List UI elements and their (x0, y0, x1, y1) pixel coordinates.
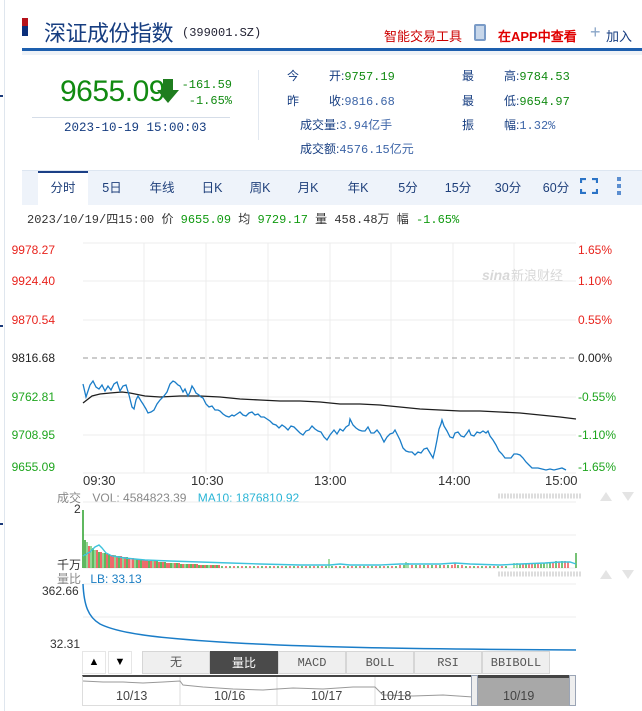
y-tick-right: -0.55% (578, 390, 617, 404)
quote-divider (32, 117, 230, 118)
panel-up-icon (600, 492, 612, 501)
tab-year-line[interactable]: 年线 (149, 181, 175, 195)
panel-down-button[interactable]: ▼ (108, 651, 132, 674)
stat-open: 今开:9757.19 (287, 69, 395, 84)
nav-date: 10/18 (380, 689, 412, 703)
title-flag-icon (22, 18, 28, 36)
down-arrow-icon (157, 79, 179, 103)
lb-panel-resizer[interactable] (498, 567, 642, 581)
x-tick: 15:00 (545, 473, 578, 488)
plus-icon[interactable]: + (590, 22, 601, 42)
current-price: 9655.09 (60, 75, 165, 108)
quote-time: 2023-10-19 15:00:03 (64, 121, 207, 135)
tab-daily-k[interactable]: 日K (201, 181, 223, 195)
more-options-icon[interactable] (616, 176, 622, 196)
x-tick: 14:00 (438, 473, 471, 488)
tab-15min[interactable]: 15分 (444, 181, 472, 195)
y-tick-left: 9978.27 (11, 243, 55, 257)
header-divider (22, 48, 642, 51)
tab-5day[interactable]: 5日 (102, 181, 122, 195)
tab-monthly-k[interactable]: 月K (297, 181, 319, 195)
quote-separator (258, 70, 259, 140)
volume-unit: 千万 (57, 558, 82, 572)
stat-amplitude: 振幅:1.32% (462, 118, 556, 133)
x-tick: 09:30 (83, 473, 116, 488)
tab-60min[interactable]: 60分 (542, 181, 570, 195)
y-tick-left: 9816.68 (11, 351, 55, 365)
y-tick-right: -1.65% (578, 460, 617, 474)
tab-30min[interactable]: 30分 (494, 181, 522, 195)
price-change: -161.59 -1.65% (180, 77, 232, 109)
header-divider-shadow (22, 51, 642, 55)
stat-turnover: 成交额:4576.15亿元 (300, 142, 414, 157)
fullscreen-icon[interactable] (580, 178, 598, 194)
panel-down-icon (622, 492, 634, 501)
nav-date: 10/17 (311, 689, 343, 703)
lb-y-bottom: 32.31 (50, 637, 81, 651)
navigator-right-handle[interactable] (569, 675, 576, 706)
nav-date-selected: 10/19 (503, 689, 535, 703)
phone-icon (474, 24, 486, 41)
nav-date: 10/13 (116, 689, 148, 703)
indicator-macd[interactable]: MACD (278, 651, 346, 674)
smart-trading-tool-link[interactable]: 智能交易工具 (384, 29, 463, 44)
volume-y-top: 2 (74, 502, 81, 516)
tab-weekly-k[interactable]: 周K (249, 181, 271, 195)
y-tick-right: -1.10% (578, 428, 617, 442)
change-value: -161.59 (181, 78, 232, 92)
stat-high: 最高:9784.53 (462, 69, 570, 84)
y-tick-left: 9708.95 (11, 428, 55, 442)
cursor-info-line: 2023/10/19/四15:00 价 9655.09 均 9729.17 量 … (27, 213, 460, 227)
add-watchlist-link[interactable]: 加入 (606, 29, 633, 44)
x-tick: 13:00 (314, 473, 347, 488)
lb-legend: 量比 LB: 33.13 (57, 572, 142, 586)
stat-volume: 成交量:3.94亿手 (300, 118, 393, 133)
y-tick-right: 0.00% (578, 351, 613, 365)
edge-marker (0, 523, 3, 525)
view-in-app-link[interactable]: 在APP中查看 (498, 29, 577, 44)
chart-period-tabs: 分时 5日 年线 日K 周K 月K 年K 5分 15分 30分 60分 (22, 170, 642, 206)
indicator-boll[interactable]: BOLL (346, 651, 414, 674)
tab-5min[interactable]: 5分 (398, 181, 418, 195)
stat-low: 最低:9654.97 (462, 94, 570, 109)
panel-up-button[interactable]: ▲ (82, 651, 106, 674)
indicator-bbiboll[interactable]: BBIBOLL (482, 651, 550, 674)
tab-intraday[interactable]: 分时 (38, 171, 88, 206)
y-tick-left: 9924.40 (11, 274, 55, 288)
y-tick-left: 9870.54 (11, 313, 55, 327)
navigator-selection[interactable]: 10/19 (478, 676, 570, 706)
tab-yearly-k[interactable]: 年K (347, 181, 369, 195)
navigator-left-handle[interactable] (471, 675, 478, 706)
stock-code: (399001.SZ) (182, 26, 262, 40)
change-percent: -1.65% (188, 94, 232, 108)
edge-marker (0, 325, 3, 327)
svg-text:新浪财经: 新浪财经 (511, 268, 563, 284)
indicator-none[interactable]: 无 (142, 651, 210, 674)
y-tick-right: 0.55% (578, 313, 613, 327)
y-tick-right: 1.10% (578, 274, 613, 288)
page-title: 深证成份指数 (44, 22, 174, 47)
y-tick-left: 9762.81 (11, 390, 55, 404)
y-tick-right: 1.65% (578, 243, 613, 257)
nav-date: 10/16 (214, 689, 246, 703)
page-left-border (4, 0, 5, 711)
panel-down-icon (622, 570, 634, 579)
indicator-rsi[interactable]: RSI (414, 651, 482, 674)
stat-prev-close: 昨收:9816.68 (287, 94, 395, 109)
volume-panel-resizer[interactable] (498, 489, 642, 503)
panel-up-icon (600, 570, 612, 579)
x-tick: 10:30 (191, 473, 224, 488)
y-tick-left: 9655.09 (11, 460, 55, 474)
edge-marker (0, 95, 3, 97)
indicator-volume-ratio[interactable]: 量比 (210, 651, 278, 674)
svg-text:sina: sina (482, 267, 510, 283)
lb-y-top: 362.66 (42, 584, 79, 598)
